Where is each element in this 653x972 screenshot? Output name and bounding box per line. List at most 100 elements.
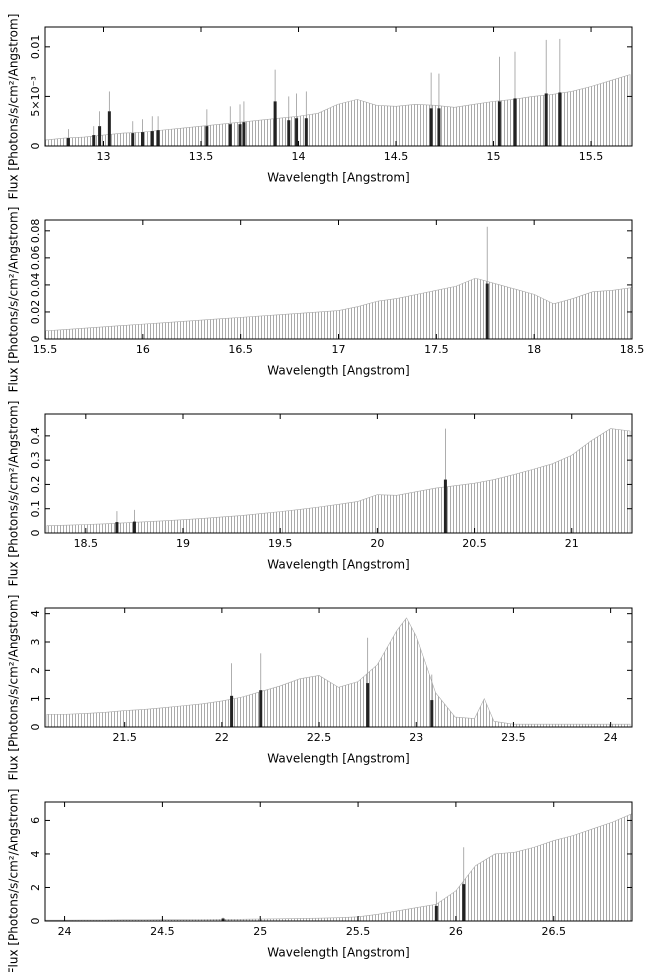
y-tick-label: 0.1 [29,500,42,518]
x-tick-label: 22 [215,731,229,744]
line-bar [485,283,489,339]
x-tick-label: 14 [292,150,306,163]
y-tick-label: 0 [29,143,42,150]
line-bar [304,118,308,146]
x-tick-label: 18 [527,343,541,356]
line-bar [238,124,242,146]
x-tick-label: 15.5 [579,150,604,163]
x-tick-label: 26.5 [541,925,566,938]
line-bar [558,92,562,146]
y-tick-label: 0.08 [29,219,42,244]
line-bar [443,479,447,533]
line-bar [156,130,160,146]
x-tick-label: 23.5 [501,731,526,744]
x-axis-label: Wavelength [Angstrom] [267,558,409,572]
x-tick-label: 17 [332,343,346,356]
x-tick-label: 24 [604,731,618,744]
x-tick-label: 21 [565,537,579,550]
line-bar [434,905,438,921]
line-bar [107,111,111,146]
x-tick-label: 25 [253,925,267,938]
line-bar [295,118,299,146]
x-tick-label: 15.5 [33,343,58,356]
x-tick-label: 24 [58,925,72,938]
y-axis-label: Flux [Photons/s/cm²/Angstrom] [7,595,21,781]
line-bar [205,126,209,146]
plot-frame [44,26,633,147]
x-tick-label: 18.5 [620,343,645,356]
y-tick-label: 2 [29,884,42,891]
y-tick-label: 1 [29,695,42,702]
y-axis-label: Flux [Photons/s/cm²/Angstrom] [7,789,21,972]
spectrum-area [44,277,633,340]
y-axis-label: Flux [Photons/s/cm²/Angstrom] [7,401,21,587]
line-bar [221,918,225,921]
x-tick-label: 16.5 [228,343,253,356]
y-tick-label: 0 [29,918,42,925]
x-axis-label: Wavelength [Angstrom] [267,171,409,185]
x-tick-label: 22.5 [307,731,332,744]
y-tick-label: 2 [29,667,42,674]
y-tick-label: 0.06 [29,246,42,271]
line-bar [544,93,548,146]
line-bar [273,101,277,146]
y-tick-label: 0.01 [29,35,42,60]
line-bar [437,108,441,146]
x-tick-label: 25.5 [346,925,371,938]
plot-frame [44,413,633,534]
x-tick-label: 19.5 [268,537,293,550]
line-bar [287,120,291,146]
line-bar [429,108,433,146]
plot-frame [44,801,633,922]
x-tick-label: 15 [487,150,501,163]
y-tick-label: 0.04 [29,273,42,298]
y-tick-label: 0.2 [29,476,42,494]
x-tick-label: 26 [449,925,463,938]
line-bar [92,135,96,146]
x-tick-label: 23 [409,731,423,744]
y-tick-label: 4 [29,610,42,617]
line-bar [430,700,434,727]
y-tick-label: 0 [29,336,42,343]
line-bar [98,126,102,146]
x-tick-label: 19 [176,537,190,550]
y-tick-label: 0.3 [29,451,42,469]
y-axis-label: Flux [Photons/s/cm²/Angstrom] [7,207,21,393]
y-tick-label: 0 [29,530,42,537]
y-tick-label: 0 [29,724,42,731]
x-tick-label: 20.5 [462,537,487,550]
line-bar [66,138,70,146]
y-axis-label: Flux [Photons/s/cm²/Angstrom] [7,14,21,200]
line-bar [259,690,263,727]
y-tick-label: 3 [29,639,42,646]
line-bar [141,132,145,146]
line-bar [462,884,466,921]
spectrum-area [46,617,631,728]
line-bar [242,122,246,146]
x-tick-label: 14.5 [384,150,409,163]
line-bar [366,683,370,727]
line-bar [228,124,232,146]
y-tick-label: 6 [29,817,42,824]
x-axis-label: Wavelength [Angstrom] [267,364,409,378]
line-bar [513,98,517,146]
y-tick-label: 0.4 [29,427,42,445]
x-axis-label: Wavelength [Angstrom] [267,752,409,766]
line-bar [132,521,136,533]
line-bar [497,101,501,146]
x-tick-label: 16 [136,343,150,356]
x-tick-label: 21.5 [112,731,137,744]
x-tick-label: 13.5 [189,150,214,163]
plot-frame [44,607,633,728]
x-tick-label: 18.5 [74,537,99,550]
x-axis-label: Wavelength [Angstrom] [267,946,409,960]
y-tick-label: 4 [29,850,42,857]
x-tick-label: 20 [370,537,384,550]
line-bar [230,695,234,727]
line-bar [115,522,119,533]
line-bar [131,133,135,146]
x-tick-label: 17.5 [424,343,449,356]
spectrum-area [44,813,633,922]
